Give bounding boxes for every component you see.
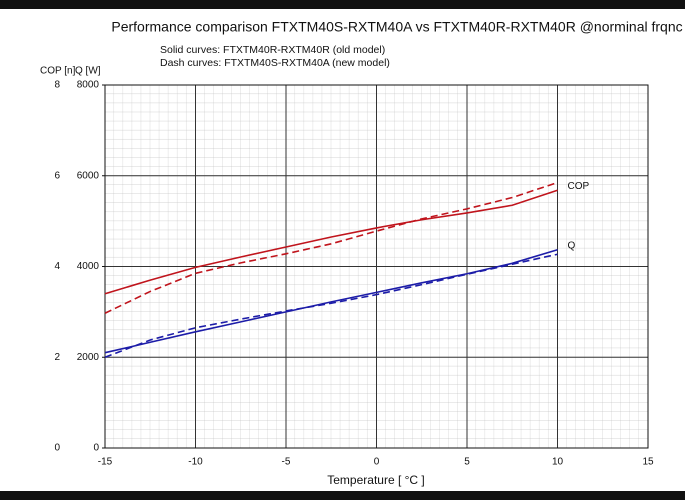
y2-tick-label: 8000 <box>77 80 100 91</box>
series-label: COP <box>568 181 590 192</box>
y-tick-label: 2 <box>54 352 60 363</box>
y2-tick-label: 0 <box>93 443 99 454</box>
annotation: Dash curves: FTXTM40S-RXTM40A (new model… <box>160 57 390 69</box>
y-tick-label: 4 <box>54 261 60 272</box>
y2-tick-label: 6000 <box>77 170 100 181</box>
x-tick-label: 0 <box>374 457 380 468</box>
bottom-bar <box>0 491 685 500</box>
x-tick-label: -15 <box>98 457 113 468</box>
top-bar <box>0 0 685 9</box>
y-tick-label: 0 <box>54 443 60 454</box>
x-tick-label: 10 <box>552 457 564 468</box>
x-tick-label: -10 <box>188 457 203 468</box>
chart-title: Performance comparison FTXTM40S-RXTM40A … <box>111 19 682 35</box>
y2-tick-label: 2000 <box>77 352 100 363</box>
series-line <box>104 181 558 314</box>
series-line <box>104 189 558 295</box>
x-axis-label: Temperature [ °C ] <box>327 473 425 487</box>
y2-tick-label: 4000 <box>77 261 100 272</box>
y-axis-label: COP [n] <box>40 66 76 77</box>
series-label: Q <box>568 240 576 251</box>
y2-axis-label: Q [W] <box>75 66 101 77</box>
x-tick-label: 5 <box>464 457 470 468</box>
y-tick-label: 8 <box>54 80 60 91</box>
series-line <box>104 253 558 358</box>
x-tick-label: 15 <box>642 457 654 468</box>
x-tick-label: -5 <box>282 457 291 468</box>
y-tick-label: 6 <box>54 170 60 181</box>
annotation: Solid curves: FTXTM40R-RXTM40R (old mode… <box>160 44 385 56</box>
